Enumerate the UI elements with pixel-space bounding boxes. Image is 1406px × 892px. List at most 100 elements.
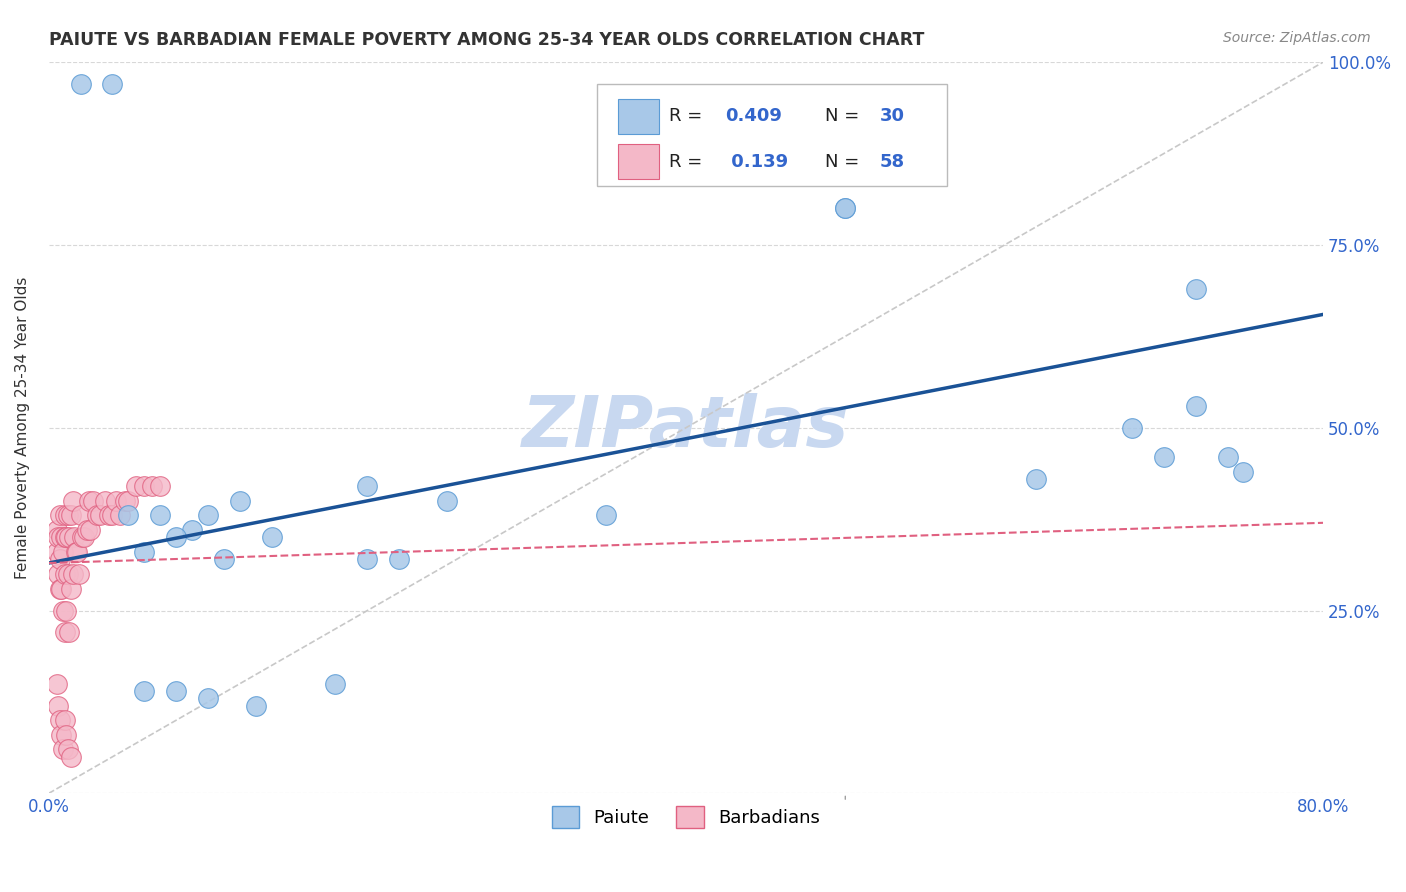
Point [1216,450,1239,464]
Text: ZIPatlas: ZIPatlas [522,393,849,462]
Point [73,530,96,544]
Point [55,603,77,617]
Point [834,202,856,216]
Point [356,479,378,493]
Point [834,202,856,216]
Point [60,508,83,523]
Point [70,530,93,544]
FancyBboxPatch shape [596,84,948,186]
Point [325,676,347,690]
Point [141,479,163,493]
Point [45,545,67,559]
Point [53,530,76,544]
Point [76,523,98,537]
Point [149,508,172,523]
Point [58,625,80,640]
Point [62,494,84,508]
Point [212,552,235,566]
Point [245,698,267,713]
Bar [619,99,659,134]
Point [165,684,187,698]
Point [1184,399,1206,413]
Point [1184,282,1206,296]
Text: 0.409: 0.409 [725,107,782,125]
Point [197,691,219,706]
Text: R =: R = [669,107,709,125]
Point [69,508,91,523]
Point [114,494,136,508]
Point [65,545,87,559]
Point [86,508,108,523]
Point [82,494,104,508]
Point [56,508,79,523]
Point [1121,421,1143,435]
Point [60,749,83,764]
Point [98,508,121,523]
Point [56,566,79,581]
Point [101,77,124,91]
Point [52,742,75,756]
Point [388,552,411,566]
Point [49,582,72,596]
Point [55,728,77,742]
Text: Source: ZipAtlas.com: Source: ZipAtlas.com [1223,31,1371,45]
Point [117,508,139,523]
Point [46,530,69,544]
Point [104,494,127,508]
Point [56,742,79,756]
Bar [619,145,659,179]
Point [51,728,73,742]
Point [134,479,156,493]
Point [101,508,124,523]
Point [51,582,73,596]
Y-axis label: Female Poverty Among 25-34 Year Olds: Female Poverty Among 25-34 Year Olds [15,277,30,579]
Point [53,566,76,581]
Point [77,494,100,508]
Point [63,530,86,544]
Point [1153,450,1175,464]
Point [165,530,187,544]
Point [60,582,83,596]
Point [229,494,252,508]
Point [49,552,72,566]
Point [110,508,132,523]
Point [117,494,139,508]
Text: PAIUTE VS BARBADIAN FEMALE POVERTY AMONG 25-34 YEAR OLDS CORRELATION CHART: PAIUTE VS BARBADIAN FEMALE POVERTY AMONG… [49,31,925,49]
Text: 30: 30 [880,107,904,125]
Point [125,479,148,493]
Point [1025,472,1047,486]
Point [45,676,67,690]
Point [51,530,73,544]
Point [49,713,72,727]
Point [134,545,156,559]
Point [134,684,156,698]
Point [53,508,76,523]
Point [436,494,458,508]
Point [49,508,72,523]
Point [53,625,76,640]
Point [356,552,378,566]
Point [181,523,204,537]
Point [595,508,617,523]
Legend: Paiute, Barbadians: Paiute, Barbadians [544,799,827,836]
Text: R =: R = [669,153,709,171]
Point [89,508,111,523]
Point [66,545,89,559]
Point [52,603,75,617]
Point [53,713,76,727]
Point [58,530,80,544]
Point [79,523,101,537]
Point [46,566,69,581]
Text: N =: N = [825,107,865,125]
Text: 58: 58 [880,153,905,171]
Point [197,508,219,523]
Point [52,545,75,559]
Point [45,523,67,537]
Text: 0.139: 0.139 [725,153,789,171]
Point [260,530,283,544]
Point [1232,465,1254,479]
Text: N =: N = [825,153,865,171]
Point [67,566,90,581]
Point [55,530,77,544]
Point [149,479,172,493]
